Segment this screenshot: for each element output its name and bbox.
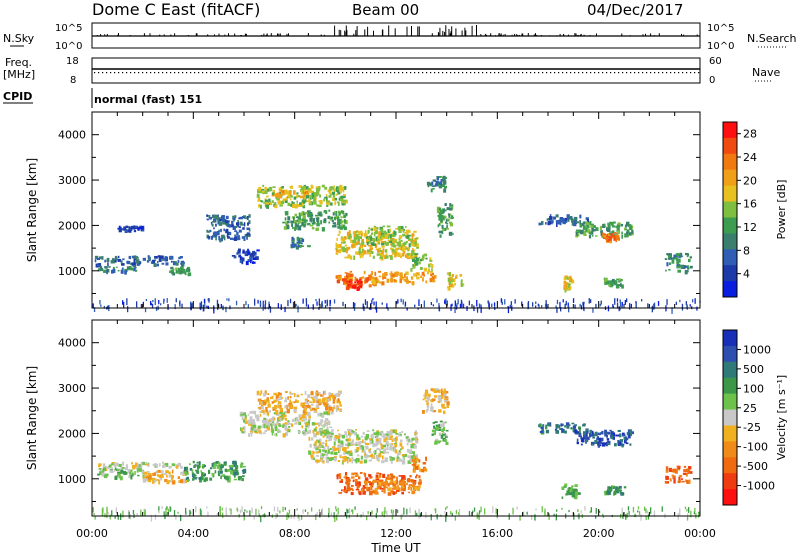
time-tick-label: 20:00	[583, 527, 615, 540]
cpid-value: normal (fast) 151	[94, 93, 202, 106]
nsearch-bottom-tick: 10^0	[707, 41, 734, 52]
time-tick-label: 16:00	[481, 527, 513, 540]
power-ytick-label: 1000	[58, 265, 86, 278]
freq-bottom-tick: 8	[70, 75, 76, 86]
nsky-strip-bars	[92, 25, 700, 37]
velocity-colorbar-tick-label: -500	[743, 460, 768, 473]
nsearch-label: N.Search	[747, 32, 797, 45]
nave-label: Nave	[752, 66, 780, 79]
velocity-colorbar-tick-label: 1000	[743, 343, 771, 356]
nsky-label: N.Sky	[3, 32, 35, 45]
velocity-colorbar-tick-label: -25	[743, 421, 761, 434]
power-ytick-label: 4000	[58, 129, 86, 142]
nsky-top-tick: 10^5	[55, 23, 82, 34]
time-tick-label: 04:00	[177, 527, 209, 540]
velocity-ytick-label: 4000	[58, 337, 86, 350]
nsearch-top-tick: 10^5	[707, 23, 734, 34]
velocity-ylabel: Slant Range [km]	[25, 366, 39, 470]
power-colorbar-tick-label: 8	[743, 244, 750, 257]
power-ylabel: Slant Range [km]	[25, 158, 39, 262]
nave-top-tick: 60	[709, 56, 722, 67]
power-panel: 1000 2000 3000 4000 Slant Range [km]	[25, 111, 701, 314]
cpid-label: CPID	[3, 90, 32, 103]
nave-bottom-tick: 0	[709, 75, 715, 86]
velocity-colorbar-tick-label: -1000	[743, 480, 775, 493]
power-ytick-label: 3000	[58, 174, 86, 187]
time-axis-label: Time UT	[370, 541, 421, 554]
velocity-panel: 1000 2000 3000 4000 Slant Range [km]	[25, 319, 701, 523]
power-colorbar-tick-label: 16	[743, 198, 757, 211]
velocity-ytick-label: 1000	[58, 473, 86, 486]
power-colorbar: 4 8 12 16 20 24 28 Power [dB]	[722, 121, 788, 298]
time-tick-label: 00:00	[684, 527, 716, 540]
date-title: 04/Dec/2017	[587, 1, 683, 19]
freq-top-tick: 18	[66, 56, 79, 67]
velocity-colorbar-tick-label: 25	[743, 402, 757, 415]
nsky-bottom-tick: 10^0	[55, 41, 82, 52]
beam-title: Beam 00	[352, 1, 419, 19]
power-colorbar-tick-label: 20	[743, 174, 757, 187]
time-tick-label: 08:00	[279, 527, 311, 540]
power-colorbar-tick-label: 28	[743, 128, 757, 141]
velocity-colorbar-tick-label: 500	[743, 363, 764, 376]
power-colorbar-tick-label: 4	[743, 268, 750, 281]
freq-strip-frame	[91, 57, 701, 84]
power-data	[92, 175, 701, 314]
velocity-ytick-label: 2000	[58, 427, 86, 440]
station-title: Dome C East (fitACF)	[92, 0, 260, 19]
velocity-colorbar-tick-label: -100	[743, 441, 768, 454]
power-ytick-label: 2000	[58, 219, 86, 232]
time-tick-label: 00:00	[76, 527, 108, 540]
time-tick-label: 12:00	[380, 527, 412, 540]
power-colorbar-label: Power [dB]	[775, 180, 788, 240]
velocity-data	[92, 388, 700, 523]
freq-label-2: [MHz]	[3, 68, 35, 81]
velocity-ytick-label: 3000	[58, 382, 86, 395]
velocity-colorbar-label: Velocity [m s⁻¹]	[775, 375, 788, 460]
power-frame	[91, 111, 701, 309]
power-colorbar-tick-label: 12	[743, 221, 757, 234]
velocity-colorbar-tick-label: 100	[743, 382, 764, 395]
freq-strip-line	[92, 68, 700, 74]
freq-label-1: Freq.	[5, 56, 32, 69]
power-colorbar-tick-label: 24	[743, 151, 757, 164]
time-axis-ticks: 00:00 04:00 08:00 12:00 16:00 20:00 00:00	[76, 527, 716, 540]
velocity-colorbar: 1000 500 100 25 -25 -100 -500 -1000 Velocity [m …	[722, 329, 788, 506]
